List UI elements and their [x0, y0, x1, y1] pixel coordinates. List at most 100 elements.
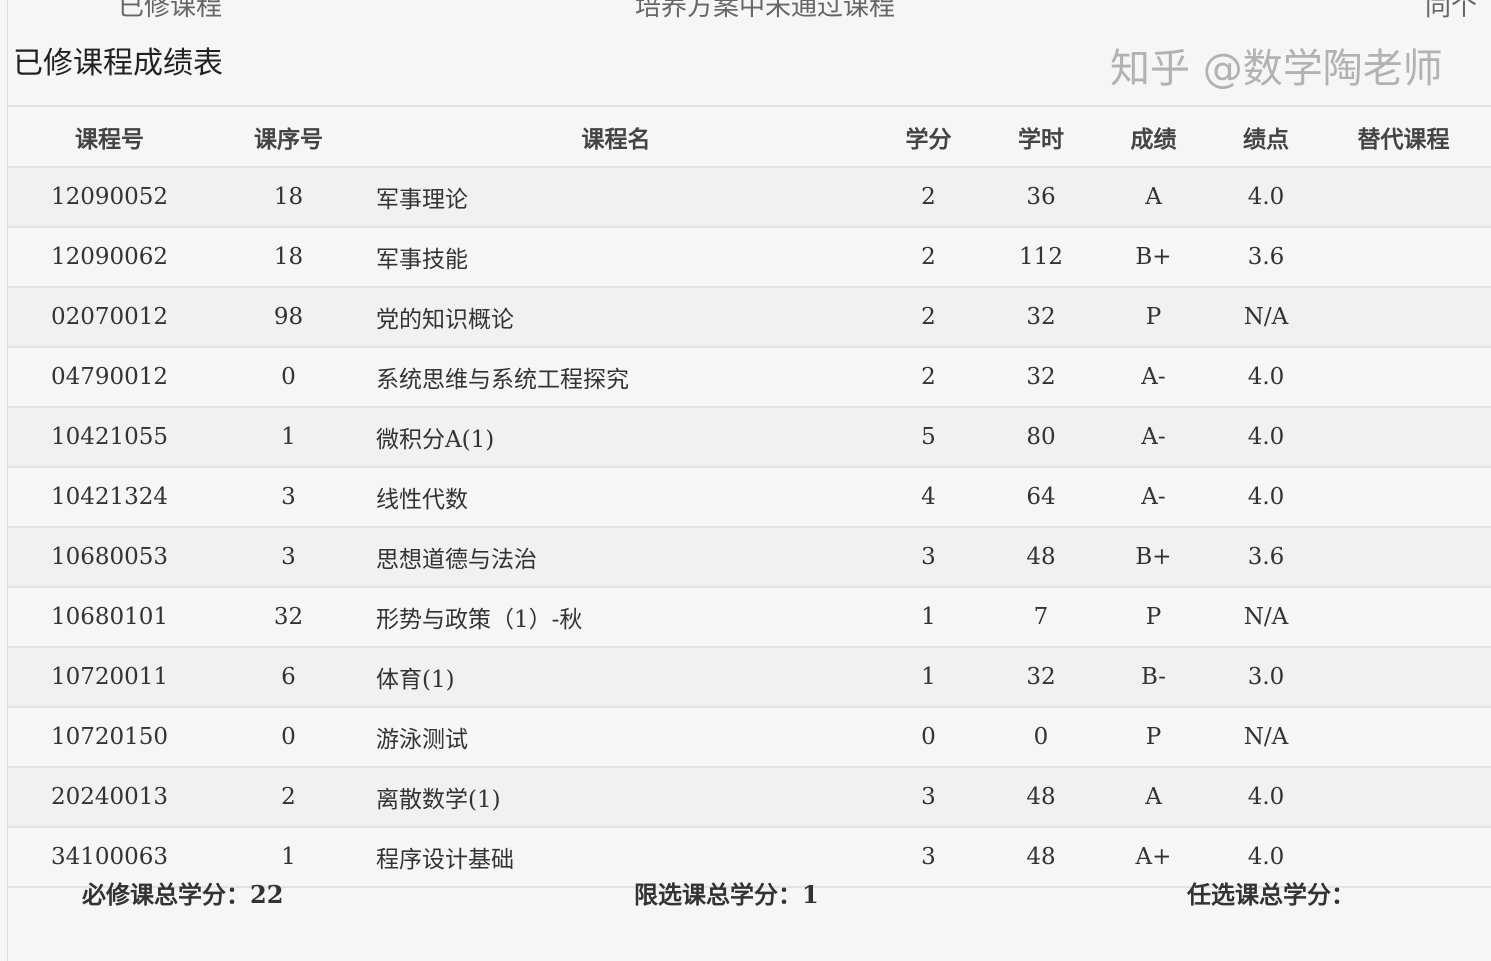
- table-cell: 2: [211, 767, 366, 828]
- restricted-credits: 限选课总学分：1: [634, 880, 819, 909]
- table-cell: 0: [211, 707, 366, 768]
- table-cell: 军事理论: [366, 167, 866, 228]
- table-cell: 4.0: [1216, 167, 1316, 228]
- table-cell: 3: [866, 527, 991, 588]
- header-row: 课程号 课序号 课程名 学分 学时 成绩 绩点 替代课程: [8, 105, 1491, 168]
- column-header: 替代课程: [1316, 105, 1491, 168]
- table-cell: 1: [211, 407, 366, 468]
- table-row: 10680053 3 思想道德与法治 3 48 B+ 3.6: [8, 527, 1491, 588]
- table-cell: 36: [991, 167, 1091, 228]
- table-cell: 体育(1): [366, 647, 866, 708]
- column-header: 课程号: [8, 105, 211, 168]
- table-cell: 98: [211, 287, 366, 348]
- table-cell: 20240013: [8, 767, 211, 828]
- table-cell: 3.6: [1216, 227, 1316, 288]
- table-row: 10680101 32 形势与政策（1）-秋 1 7 P N/A: [8, 587, 1491, 648]
- table-cell: 形势与政策（1）-秋: [366, 587, 866, 648]
- table-cell: B+: [1091, 527, 1216, 588]
- table-cell: 10680101: [8, 587, 211, 648]
- table-cell: 7: [991, 587, 1091, 648]
- table-cell: A-: [1091, 407, 1216, 468]
- left-border: [7, 0, 8, 961]
- table-row: 34100063 1 程序设计基础 3 48 A+ 4.0: [8, 827, 1491, 888]
- table-cell: B+: [1091, 227, 1216, 288]
- table-cell: 112: [991, 227, 1091, 288]
- table-cell: 党的知识概论: [366, 287, 866, 348]
- table-cell: 程序设计基础: [366, 827, 866, 888]
- table-row: 02070012 98 党的知识概论 2 32 P N/A: [8, 287, 1491, 348]
- table-row: 04790012 0 系统思维与系统工程探究 2 32 A- 4.0: [8, 347, 1491, 408]
- table-row: 12090052 18 军事理论 2 36 A 4.0: [8, 167, 1491, 228]
- elective-credits: 任选课总学分：: [1187, 880, 1355, 909]
- column-header: 成绩: [1091, 105, 1216, 168]
- table-cell: 12090062: [8, 227, 211, 288]
- column-header: 课序号: [211, 105, 366, 168]
- table-cell: [1316, 647, 1491, 708]
- table-cell: 0: [991, 707, 1091, 768]
- table-cell: 10720011: [8, 647, 211, 708]
- table-cell: 48: [991, 827, 1091, 888]
- table-cell: 2: [866, 227, 991, 288]
- table-cell: 4.0: [1216, 347, 1316, 408]
- table-cell: A: [1091, 767, 1216, 828]
- required-credits: 必修课总学分：22: [82, 880, 284, 909]
- table-cell: A+: [1091, 827, 1216, 888]
- table-cell: 3: [211, 527, 366, 588]
- table-cell: 4.0: [1216, 467, 1316, 528]
- table-cell: [1316, 707, 1491, 768]
- table-cell: 1: [211, 827, 366, 888]
- table-cell: 4.0: [1216, 767, 1316, 828]
- table-cell: 4.0: [1216, 407, 1316, 468]
- table-cell: A: [1091, 167, 1216, 228]
- column-header: 课程名: [366, 105, 866, 168]
- table-cell: 2: [866, 167, 991, 228]
- table-cell: 3: [866, 827, 991, 888]
- table-row: 10720011 6 体育(1) 1 32 B- 3.0: [8, 647, 1491, 708]
- tab-failed[interactable]: 培养方案中未通过课程: [635, 0, 896, 22]
- table-cell: 64: [991, 467, 1091, 528]
- table-cell: 04790012: [8, 347, 211, 408]
- table-cell: 10421324: [8, 467, 211, 528]
- table-cell: [1316, 467, 1491, 528]
- table-cell: [1316, 527, 1491, 588]
- table-cell: 80: [991, 407, 1091, 468]
- table-cell: 10720150: [8, 707, 211, 768]
- table-cell: 思想道德与法治: [366, 527, 866, 588]
- table-cell: 02070012: [8, 287, 211, 348]
- table-cell: 34100063: [8, 827, 211, 888]
- table-cell: [1316, 827, 1491, 888]
- table-cell: 3: [211, 467, 366, 528]
- table-cell: 10680053: [8, 527, 211, 588]
- table-cell: [1316, 347, 1491, 408]
- table-cell: 系统思维与系统工程探究: [366, 347, 866, 408]
- table-row: 20240013 2 离散数学(1) 3 48 A 4.0: [8, 767, 1491, 828]
- table-cell: P: [1091, 587, 1216, 648]
- table-cell: [1316, 227, 1491, 288]
- table-cell: 军事技能: [366, 227, 866, 288]
- table-cell: 1: [866, 647, 991, 708]
- table-cell: 3: [866, 767, 991, 828]
- table-cell: P: [1091, 287, 1216, 348]
- table-cell: 2: [866, 287, 991, 348]
- table-cell: [1316, 407, 1491, 468]
- table-cell: 游泳测试: [366, 707, 866, 768]
- tab-other[interactable]: 同个: [1425, 0, 1478, 22]
- table-cell: 6: [211, 647, 366, 708]
- table-cell: A-: [1091, 467, 1216, 528]
- table-row: 10720150 0 游泳测试 0 0 P N/A: [8, 707, 1491, 768]
- table-cell: 0: [866, 707, 991, 768]
- table-cell: 18: [211, 227, 366, 288]
- table-cell: 离散数学(1): [366, 767, 866, 828]
- table-cell: 2: [866, 347, 991, 408]
- watermark: 知乎 @数学陶老师: [1110, 46, 1443, 92]
- tab-completed[interactable]: 已修课程: [118, 0, 223, 22]
- page-title: 已修课程成绩表: [13, 46, 223, 81]
- table-cell: 3.0: [1216, 647, 1316, 708]
- column-header: 绩点: [1216, 105, 1316, 168]
- table-cell: N/A: [1216, 707, 1316, 768]
- table-cell: 微积分A(1): [366, 407, 866, 468]
- table-cell: [1316, 587, 1491, 648]
- table-cell: 4.0: [1216, 827, 1316, 888]
- table-cell: 32: [211, 587, 366, 648]
- table-cell: 5: [866, 407, 991, 468]
